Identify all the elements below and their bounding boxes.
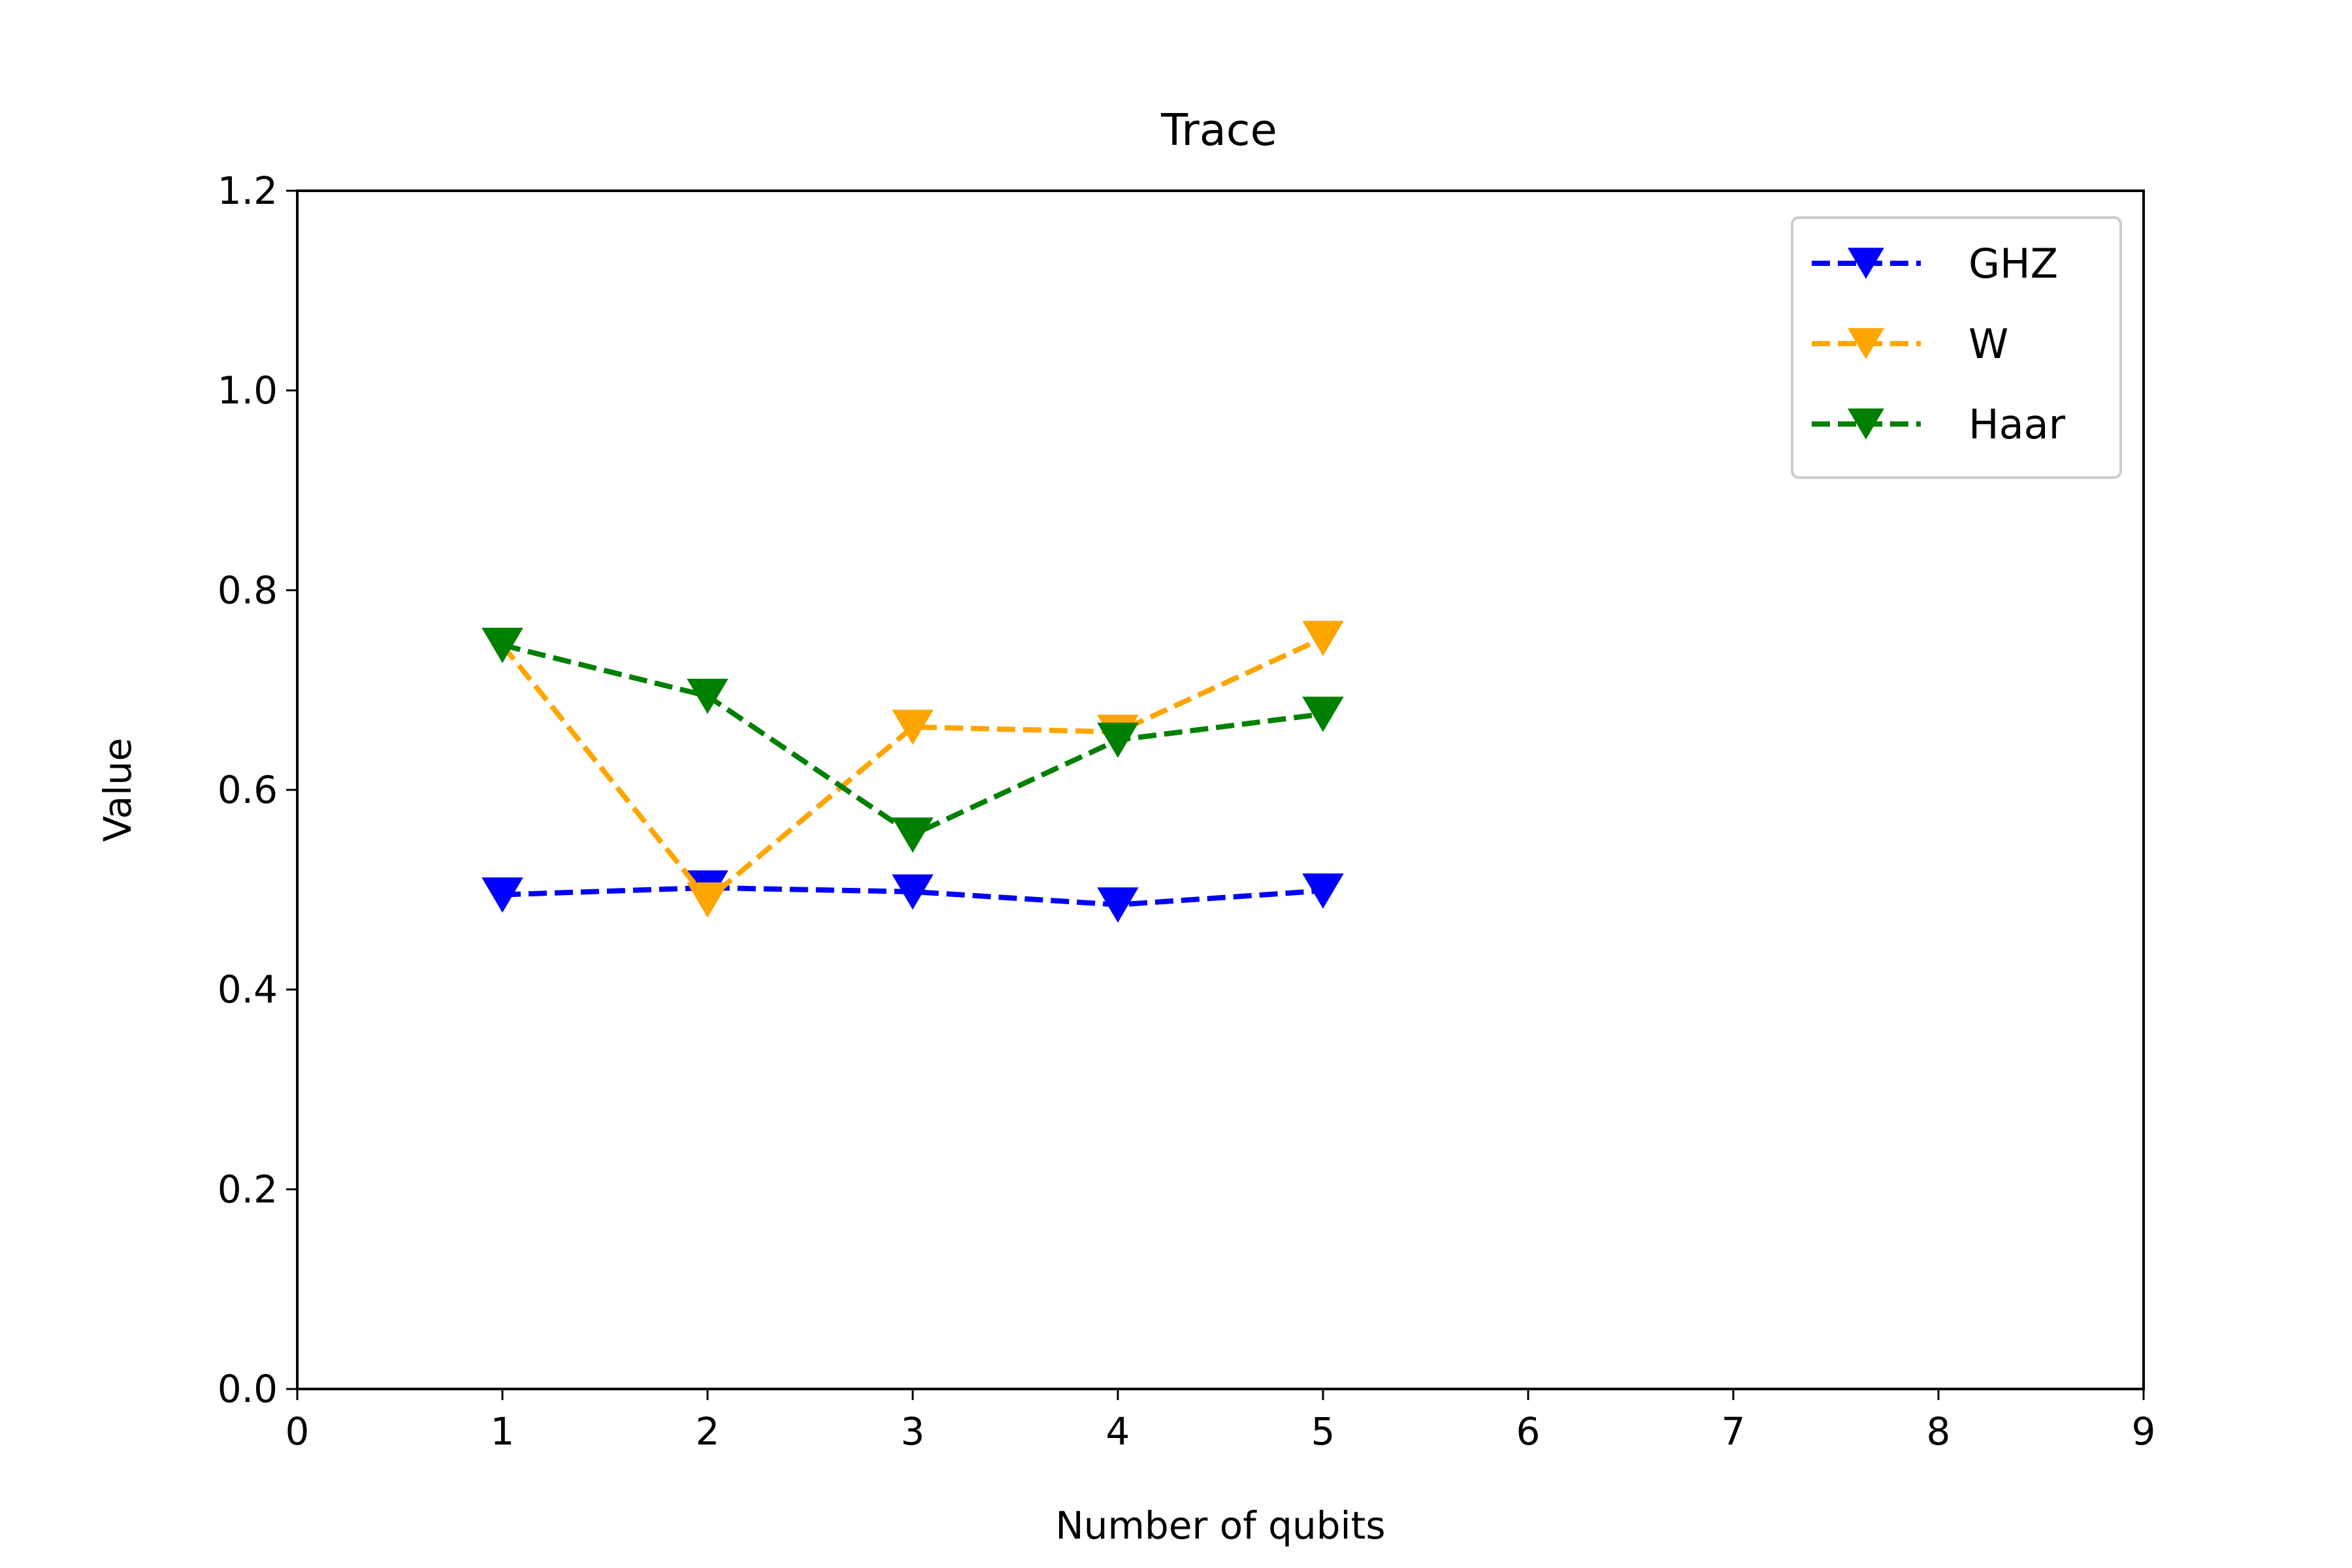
data-point-w bbox=[687, 882, 728, 918]
y-tick-label: 1.0 bbox=[218, 368, 278, 413]
legend: GHZ W Haar bbox=[1791, 216, 2122, 479]
y-tick-label: 0.0 bbox=[218, 1367, 278, 1411]
data-point-ghz bbox=[892, 874, 934, 910]
y-axis-label: Value bbox=[95, 738, 140, 841]
y-tick-label: 0.8 bbox=[218, 568, 278, 612]
data-point-haar bbox=[1302, 696, 1344, 732]
series-line-ghz bbox=[502, 885, 1324, 907]
x-tick-label: 4 bbox=[1106, 1409, 1130, 1454]
data-point-w bbox=[1302, 621, 1344, 657]
x-tick-label: 2 bbox=[696, 1409, 720, 1454]
x-tick-label: 1 bbox=[491, 1409, 515, 1454]
legend-label-w: W bbox=[1968, 320, 2008, 368]
x-tick-label: 6 bbox=[1516, 1409, 1541, 1454]
legend-marker-haar bbox=[1848, 408, 1884, 440]
y-axis: 0.0 0.2 0.4 0.6 0.8 1.0 1.2 bbox=[218, 169, 297, 1411]
chart-title: Trace bbox=[1160, 105, 1277, 155]
series-line-w bbox=[500, 636, 1324, 904]
legend-label-ghz: GHZ bbox=[1968, 240, 2058, 287]
legend-label-haar: Haar bbox=[1968, 400, 2066, 448]
x-axis: 0 1 2 3 4 5 6 7 8 9 bbox=[286, 1389, 2156, 1454]
data-point-haar bbox=[892, 817, 934, 853]
y-tick-label: 0.4 bbox=[218, 968, 278, 1012]
x-tick-label: 8 bbox=[1927, 1409, 1951, 1454]
y-tick-label: 0.2 bbox=[218, 1167, 278, 1211]
data-point-w bbox=[892, 710, 934, 745]
legend-marker-ghz bbox=[1848, 248, 1884, 279]
data-point-ghz bbox=[482, 877, 523, 913]
x-tick-label: 9 bbox=[2132, 1409, 2156, 1454]
x-tick-label: 3 bbox=[901, 1409, 925, 1454]
y-tick-label: 1.2 bbox=[218, 169, 278, 213]
x-axis-label: Number of qubits bbox=[1055, 1503, 1385, 1548]
x-tick-label: 5 bbox=[1311, 1409, 1335, 1454]
legend-box bbox=[1791, 216, 2122, 479]
x-tick-label: 0 bbox=[286, 1409, 310, 1454]
data-point-haar bbox=[1097, 723, 1139, 759]
data-point-ghz bbox=[1302, 873, 1344, 909]
data-point-haar bbox=[687, 678, 728, 714]
legend-marker-w bbox=[1848, 328, 1884, 359]
data-point-ghz bbox=[1097, 887, 1139, 923]
x-tick-label: 7 bbox=[1722, 1409, 1746, 1454]
data-point-haar bbox=[482, 627, 523, 663]
plot-area bbox=[482, 621, 1344, 923]
y-tick-label: 0.6 bbox=[218, 768, 278, 812]
